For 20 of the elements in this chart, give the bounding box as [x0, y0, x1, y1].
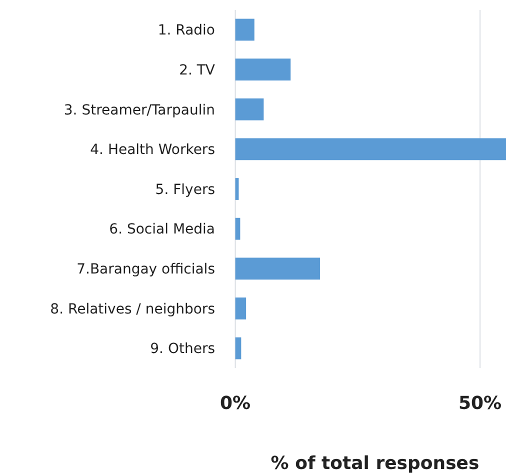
y-tick-label: 8. Relatives / neighbors: [50, 301, 215, 318]
x-tick-label: 0%: [220, 393, 251, 414]
x-axis-title: % of total responses: [270, 453, 480, 473]
bar: [235, 258, 320, 280]
x-tick-label: 50%: [458, 393, 502, 414]
bar: [235, 298, 246, 320]
bar: [235, 98, 264, 120]
y-tick-label: 7.Barangay officials: [76, 262, 215, 278]
y-tick-label: 3. Streamer/Tarpaulin: [64, 102, 215, 118]
y-tick-label: 5. Flyers: [155, 182, 215, 198]
y-tick-label: 9. Others: [150, 341, 215, 358]
bar: [235, 337, 242, 360]
y-tick-label: 6. Social Media: [109, 222, 215, 238]
y-tick-label: 2. TV: [179, 62, 216, 78]
bar: [235, 138, 506, 160]
bar: [235, 18, 254, 41]
bar: [235, 218, 240, 240]
y-tick-label: 4. Health Workers: [90, 142, 215, 158]
bar: [235, 58, 291, 80]
y-tick-label: 1. Radio: [158, 22, 215, 39]
